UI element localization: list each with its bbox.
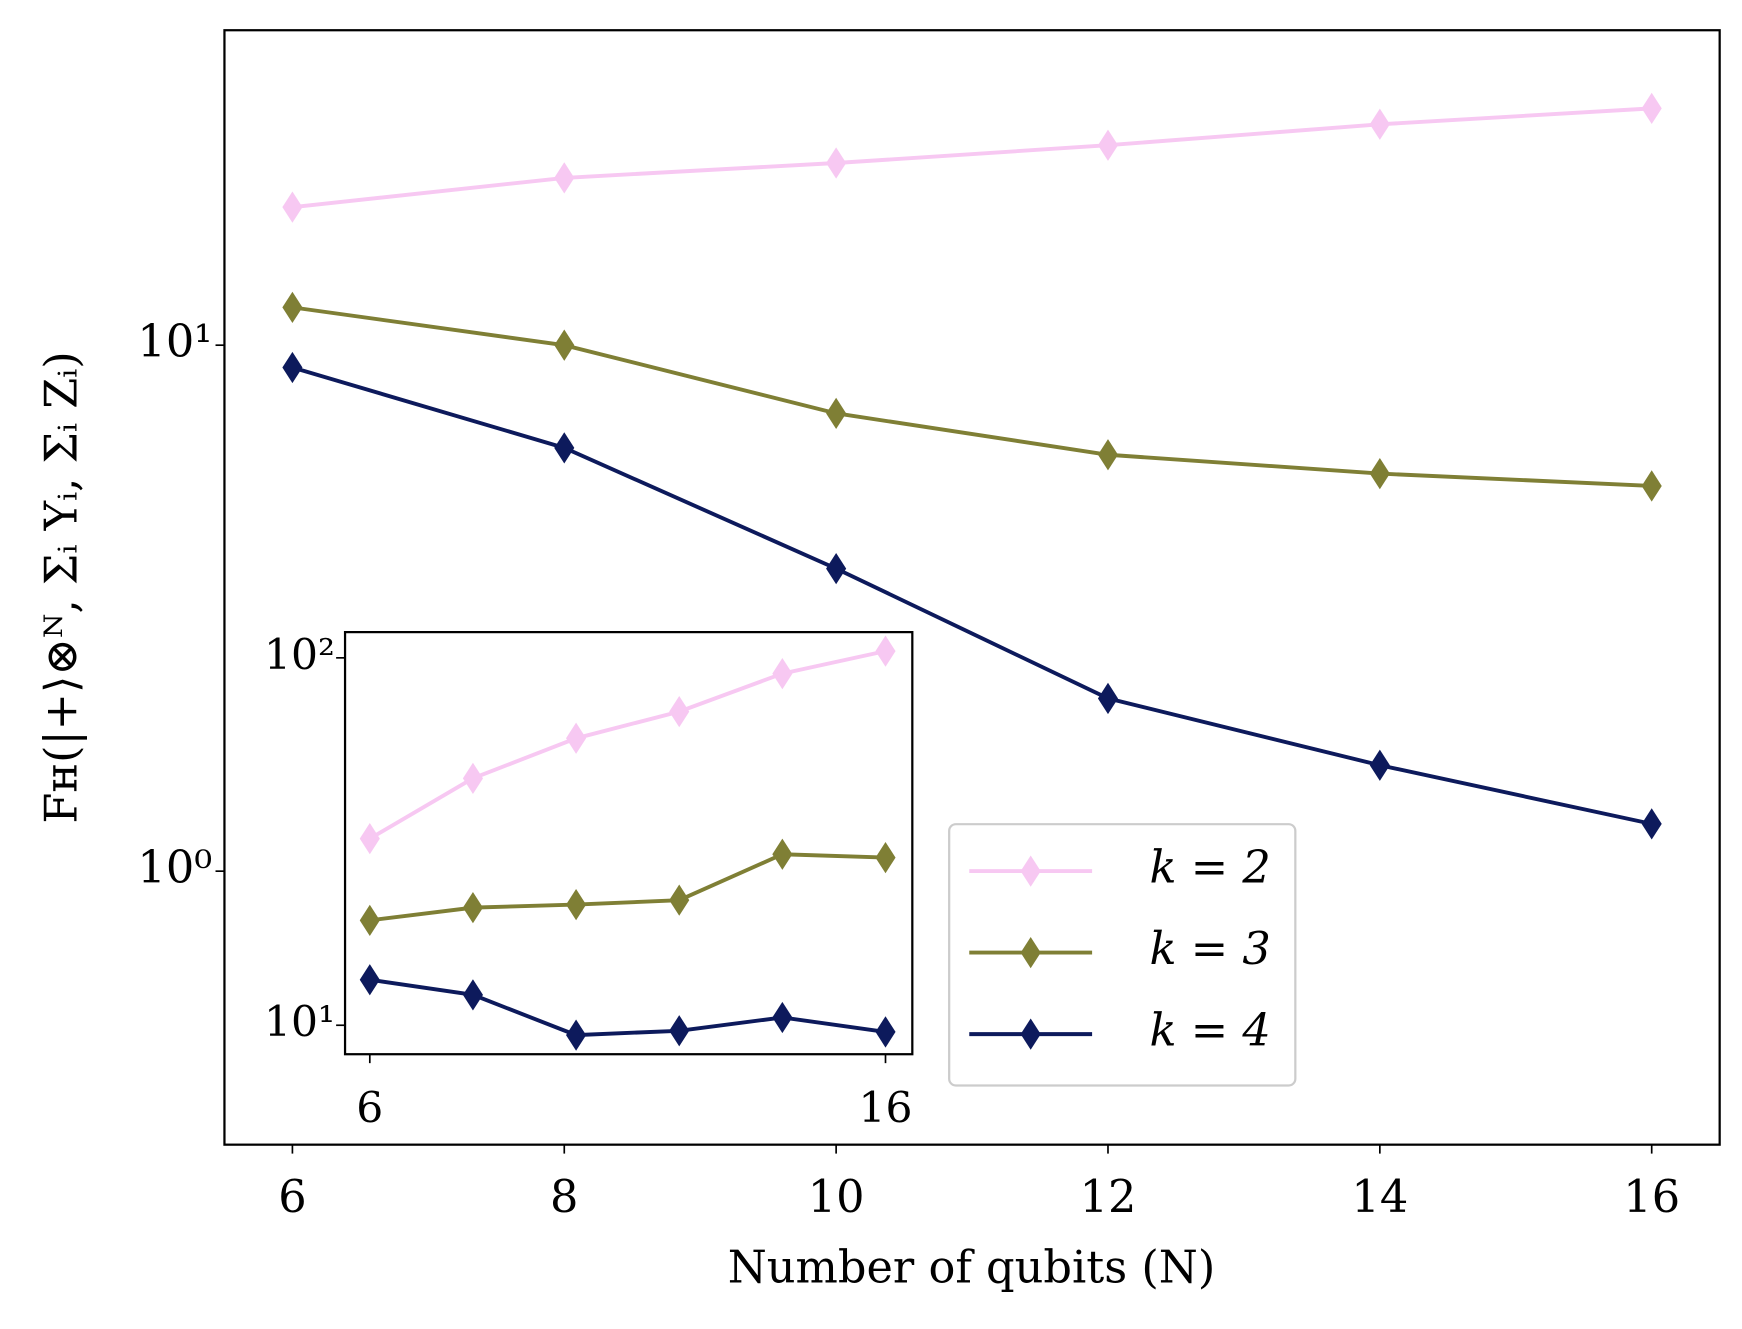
marker: [1641, 92, 1662, 124]
series-line: [292, 106, 1652, 210]
marker: [359, 964, 380, 996]
legend-label: k = 3: [1149, 923, 1270, 975]
legend-marker: [1020, 936, 1041, 969]
x-tick-label: 16: [859, 1084, 913, 1133]
x-tick-label: 12: [1080, 1171, 1137, 1223]
marker: [772, 657, 793, 690]
marker: [875, 841, 896, 874]
marker: [1641, 470, 1662, 502]
marker: [826, 552, 847, 585]
marker: [359, 904, 380, 936]
marker: [1097, 129, 1119, 161]
marker: [566, 722, 587, 754]
marker: [282, 291, 303, 324]
y-tick-label: 10¹: [137, 316, 212, 368]
marker: [826, 147, 847, 179]
x-tick-label: 14: [1351, 1171, 1408, 1223]
legend-label: k = 2: [1149, 842, 1270, 894]
x-tick-label: 16: [1623, 1171, 1680, 1223]
marker: [462, 979, 483, 1011]
legend-marker: [1020, 1018, 1041, 1050]
y-tick-label: 10⁰: [137, 842, 212, 894]
marker: [1097, 439, 1119, 471]
series-line: [291, 365, 1653, 826]
legend-label: k = 4: [1149, 1005, 1270, 1057]
legend: [948, 823, 1297, 1087]
marker: [772, 1001, 793, 1034]
y-tick-label: 10²: [264, 631, 335, 680]
marker: [669, 1015, 690, 1047]
marker: [1097, 682, 1119, 715]
x-tick-label: 6: [278, 1171, 306, 1223]
marker: [826, 397, 847, 429]
series-line: [368, 649, 886, 841]
x-tick-label: 10: [808, 1171, 865, 1223]
legend-marker: [1020, 855, 1041, 887]
marker: [1369, 108, 1390, 140]
y-tick-label: 10¹: [264, 998, 335, 1047]
x-tick-label: 8: [550, 1171, 578, 1223]
series-line: [369, 852, 886, 923]
marker: [875, 635, 896, 667]
marker: [669, 884, 690, 916]
marker: [282, 191, 303, 223]
x-axis-label: Number of qubits (N): [728, 1241, 1216, 1293]
series-line: [369, 977, 886, 1038]
marker: [669, 695, 690, 728]
marker: [772, 838, 793, 870]
plot-area: [343, 631, 914, 1056]
y-axis-label: Fʜ(|+⟩⊗ᴺ, Σᵢ Yᵢ, Σᵢ Zᵢ): [35, 351, 87, 823]
series-line: [292, 305, 1652, 488]
x-tick-label: 6: [356, 1084, 383, 1133]
marker: [1641, 808, 1662, 840]
marker: [566, 1019, 587, 1051]
